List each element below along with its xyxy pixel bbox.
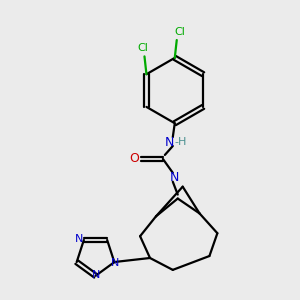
Text: N: N: [170, 171, 179, 184]
Text: O: O: [129, 152, 139, 165]
Text: Cl: Cl: [137, 44, 148, 53]
Text: N: N: [75, 234, 83, 244]
Text: N: N: [111, 258, 119, 268]
Text: -H: -H: [175, 137, 187, 147]
Text: N: N: [92, 270, 101, 280]
Text: Cl: Cl: [174, 27, 185, 37]
Text: N: N: [165, 136, 175, 148]
